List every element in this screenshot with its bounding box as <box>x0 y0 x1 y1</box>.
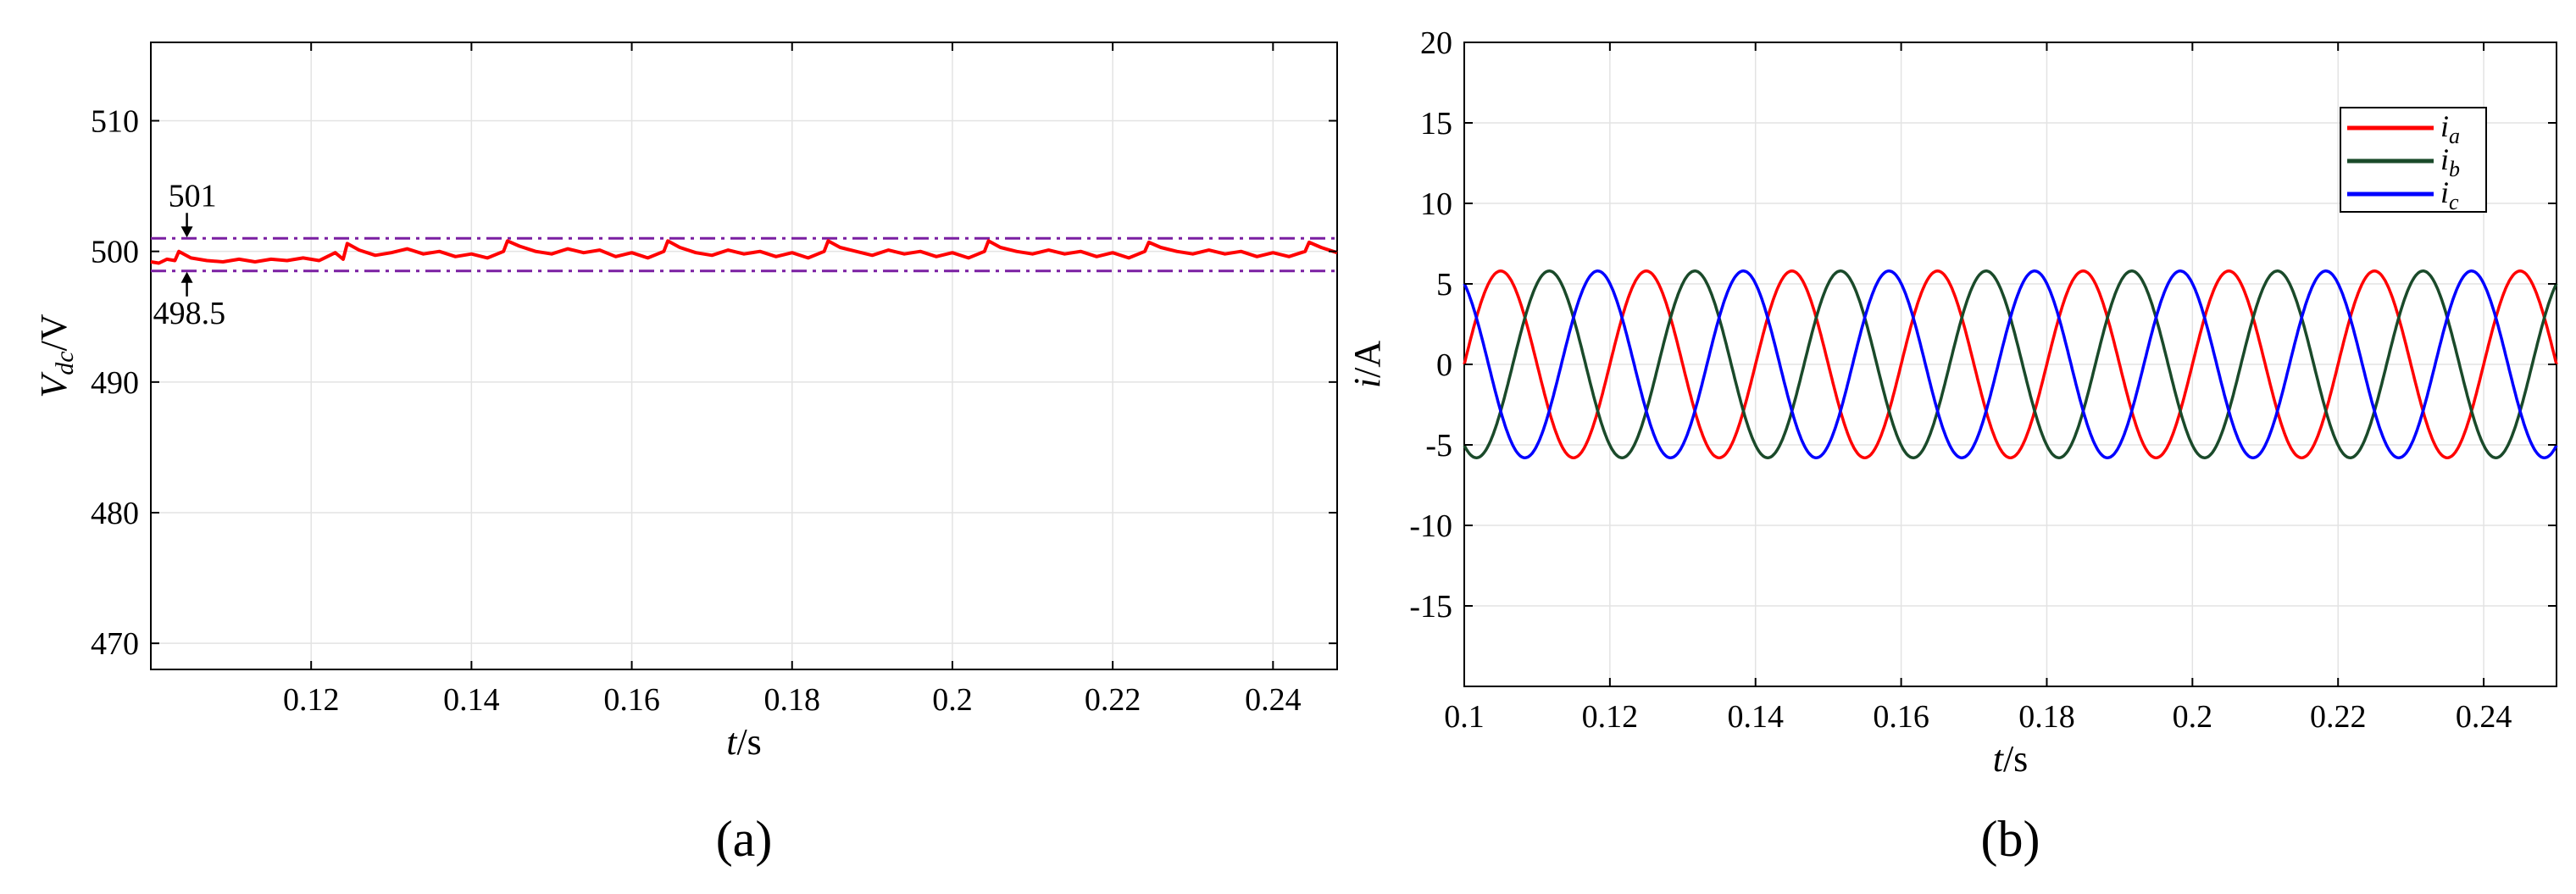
x-tick-label: 0.24 <box>2456 699 2512 735</box>
x-tick-label: 0.2 <box>932 682 973 718</box>
chart-a: 0.12 0.14 0.16 0.18 0.2 0.22 0.24 470 480 490 500… <box>33 42 1338 867</box>
chart-a-panel-label: (a) <box>716 811 773 867</box>
y-tick-label: 510 <box>91 104 139 140</box>
chart-b-y-axis-label: i/A <box>1346 341 1388 388</box>
annotation-arrowhead-498-5 <box>180 271 193 283</box>
y-tick-label: 0 <box>1436 347 1452 383</box>
y-tick-label: 500 <box>91 235 139 270</box>
chart-a-series <box>150 239 1338 265</box>
x-tick-label: 0.12 <box>1582 699 1639 735</box>
chart-b-y-ticks: 20 15 10 5 0 -5 -10 -15 <box>1409 25 2557 625</box>
y-tick-label: 10 <box>1420 186 1452 222</box>
chart-a-x-axis-label: t/s <box>726 721 762 763</box>
series-line-ia <box>1463 269 2558 459</box>
x-tick-label: 0.1 <box>1444 699 1485 735</box>
y-tick-label: -10 <box>1409 508 1452 544</box>
y-tick-label: 20 <box>1420 25 1452 61</box>
x-tick-label: 0.16 <box>1873 699 1929 735</box>
x-tick-label: 0.16 <box>603 682 660 718</box>
x-tick-label: 0.14 <box>1727 699 1784 735</box>
x-tick-label: 0.12 <box>283 682 340 718</box>
annotation-label-501: 501 <box>169 178 217 214</box>
chart-a-y-ticks: 470 480 490 500 510 <box>91 104 1337 662</box>
chart-a-x-ticks: 0.12 0.14 0.16 0.18 0.2 0.22 0.24 <box>283 42 1302 718</box>
y-tick-label: -5 <box>1425 428 1452 464</box>
y-tick-label: 480 <box>91 496 139 531</box>
chart-a-plot-area <box>150 42 1338 670</box>
legend-label: ia <box>2440 109 2460 148</box>
x-tick-label: 0.2 <box>2173 699 2213 735</box>
legend-label: ib <box>2440 142 2460 181</box>
y-tick-label: 470 <box>91 626 139 662</box>
series-line-vdc <box>150 239 1338 265</box>
y-tick-label: 15 <box>1420 106 1452 142</box>
x-tick-label: 0.22 <box>1085 682 1141 718</box>
x-tick-label: 0.24 <box>1245 682 1302 718</box>
y-tick-label: -15 <box>1409 589 1452 625</box>
chart-a-y-axis-label: Vdc/V <box>33 314 79 397</box>
x-tick-label: 0.14 <box>443 682 500 718</box>
chart-b-panel-label: (b) <box>1981 811 2040 867</box>
x-tick-label: 0.22 <box>2310 699 2367 735</box>
y-tick-label: 5 <box>1436 267 1452 303</box>
series-line-ic <box>1463 269 2558 459</box>
chart-b: 0.1 0.12 0.14 0.16 0.18 0.2 0.22 0.24 20 15 10 5 0 -… <box>1346 25 2558 867</box>
chart-b-series <box>1463 269 2558 459</box>
x-tick-label: 0.18 <box>2018 699 2075 735</box>
annotation-label-498-5: 498.5 <box>153 296 226 331</box>
chart-a-reference-lines <box>151 236 1337 273</box>
legend-label: ic <box>2440 175 2459 214</box>
chart-a-grid <box>151 42 1337 669</box>
annotation-arrowhead-501 <box>180 226 193 238</box>
x-tick-label: 0.18 <box>764 682 821 718</box>
chart-b-x-axis-label: t/s <box>1993 738 2029 780</box>
y-tick-label: 490 <box>91 365 139 401</box>
chart-a-annotations: 501 498.5 <box>153 178 226 331</box>
chart-b-x-ticks: 0.1 0.12 0.14 0.16 0.18 0.2 0.22 0.24 <box>1444 42 2512 735</box>
